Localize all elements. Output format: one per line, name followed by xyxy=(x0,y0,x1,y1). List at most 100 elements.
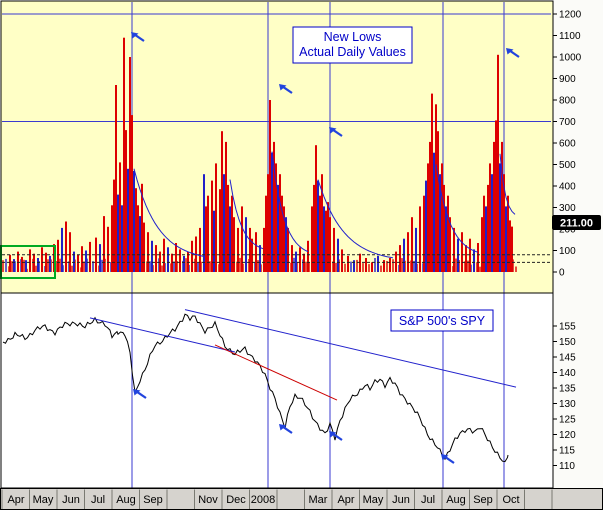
bar xyxy=(423,195,425,272)
y-axis-label: 145 xyxy=(559,353,576,364)
bar xyxy=(411,217,413,272)
y-axis-label: 0 xyxy=(559,268,565,279)
arrow-icon xyxy=(133,389,141,396)
bar xyxy=(275,163,277,272)
bar xyxy=(139,216,141,272)
blue-trendline xyxy=(184,309,517,388)
bar xyxy=(119,162,121,272)
bar xyxy=(47,259,49,272)
x-axis-labels: Apr May Jun Jul Aug Sep Nov Dec 2008 Mar Apr May Jun… xyxy=(1,489,553,509)
bar xyxy=(92,261,94,272)
bar xyxy=(509,220,511,272)
bar xyxy=(362,263,364,272)
bar xyxy=(61,227,63,272)
y-axis-label: 700 xyxy=(559,117,576,128)
bar xyxy=(45,252,47,272)
arrow-icon xyxy=(279,84,287,91)
bar xyxy=(205,206,207,272)
arrow-icon xyxy=(506,48,514,55)
bar xyxy=(259,245,261,272)
bar xyxy=(383,260,385,272)
bar xyxy=(477,243,479,272)
bar xyxy=(374,258,376,272)
bar xyxy=(179,249,181,272)
bar xyxy=(23,259,25,272)
bar xyxy=(281,195,283,272)
bar xyxy=(350,261,352,272)
bar xyxy=(491,174,493,272)
arrow-icon xyxy=(131,32,139,39)
bar xyxy=(35,265,37,272)
bar xyxy=(33,253,35,272)
bar xyxy=(73,251,75,272)
bar xyxy=(329,217,331,272)
bar xyxy=(319,195,321,272)
bar xyxy=(485,206,487,272)
bar xyxy=(227,184,229,272)
bar xyxy=(511,226,513,272)
bar xyxy=(425,180,427,272)
bar xyxy=(111,205,113,272)
bar xyxy=(249,227,251,272)
bar xyxy=(25,260,27,272)
bar xyxy=(57,239,59,273)
price-tag: 211.00 xyxy=(552,215,601,230)
bar xyxy=(368,264,370,272)
bar xyxy=(299,247,301,272)
bar xyxy=(255,232,257,272)
x-axis-label: Jun xyxy=(392,494,410,506)
x-axis-label: May xyxy=(363,494,384,506)
x-axis-label: Jul xyxy=(91,494,105,506)
bar xyxy=(499,163,501,272)
y-axis-label: 130 xyxy=(559,399,576,410)
x-axis-label: Sep xyxy=(143,494,163,506)
decay-curve xyxy=(499,153,516,215)
y-axis-bottom[interactable]: 155 150 145 140 135 130 125 120 115 110 xyxy=(553,322,576,473)
bar xyxy=(83,261,85,272)
x-axis-label: Nov xyxy=(198,494,218,506)
red-trendline xyxy=(214,344,338,401)
bar xyxy=(5,258,7,272)
bar xyxy=(386,261,388,272)
arrows xyxy=(131,32,520,464)
dashed-threshold-lines xyxy=(2,254,551,263)
bar xyxy=(313,184,315,272)
spy-price-line xyxy=(2,313,509,463)
bar xyxy=(241,206,243,272)
bar xyxy=(211,180,213,272)
bar xyxy=(29,249,31,272)
bar xyxy=(167,247,169,272)
bar xyxy=(263,227,265,272)
bar xyxy=(447,195,449,272)
y-axis-label: 140 xyxy=(559,368,576,379)
bar xyxy=(356,259,358,272)
bar xyxy=(291,245,293,272)
bar xyxy=(353,260,355,272)
bar xyxy=(129,57,131,272)
bar xyxy=(295,251,297,272)
bar xyxy=(257,260,259,272)
bar xyxy=(273,141,275,272)
bar xyxy=(71,265,73,272)
y-axis-label: 900 xyxy=(559,74,576,85)
bar xyxy=(389,258,391,272)
bar xyxy=(137,205,139,272)
bar xyxy=(143,222,145,272)
bar xyxy=(221,131,223,272)
bar xyxy=(481,217,483,272)
bar xyxy=(209,261,211,272)
bar xyxy=(449,217,451,272)
bar xyxy=(113,179,115,272)
bar xyxy=(497,54,499,272)
bar xyxy=(229,206,231,272)
bar xyxy=(107,226,109,272)
bar xyxy=(133,170,135,272)
right-axis-margin[interactable] xyxy=(553,0,603,488)
bar xyxy=(117,194,119,272)
bar xyxy=(203,174,205,272)
spy-annotation-box: S&P 500's SPY xyxy=(390,309,494,332)
bar xyxy=(101,259,103,272)
y-axis-label: 1000 xyxy=(559,53,582,64)
x-axis-label: Sep xyxy=(473,494,493,506)
decay-curve xyxy=(229,179,264,250)
